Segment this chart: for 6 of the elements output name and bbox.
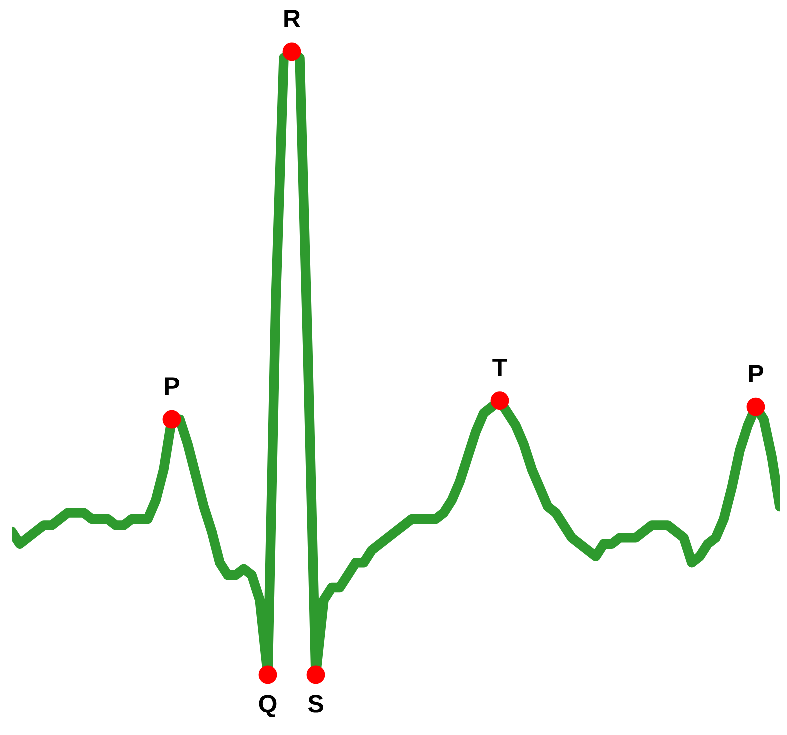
annotation: P [749,365,764,382]
annotation: Q [259,695,277,718]
annotation: R [284,10,301,28]
annotation: P [165,378,180,395]
annotation: S [308,695,324,713]
annotation: T [492,359,508,376]
